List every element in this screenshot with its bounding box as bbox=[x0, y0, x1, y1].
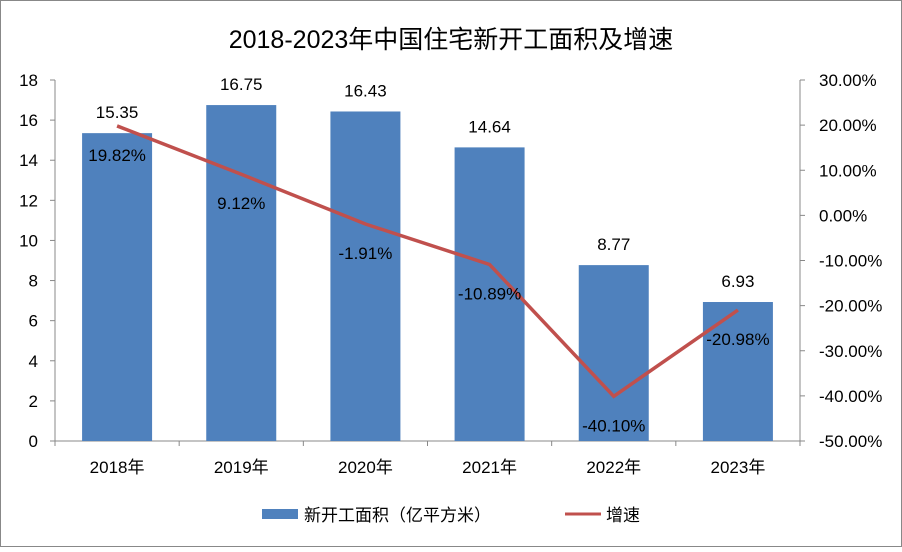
right-axis-tick-label: 0.00% bbox=[819, 206, 867, 225]
bar-value-label: 15.35 bbox=[96, 103, 139, 122]
left-axis-tick-label: 14 bbox=[19, 151, 38, 170]
right-axis-tick-label: -40.00% bbox=[819, 387, 882, 406]
right-axis-tick-label: 10.00% bbox=[819, 161, 877, 180]
left-axis-tick-label: 4 bbox=[29, 352, 38, 371]
right-axis-tick-label: 30.00% bbox=[819, 71, 877, 90]
right-axis-tick-label: 20.00% bbox=[819, 116, 877, 135]
growth-value-label: -10.89% bbox=[458, 285, 521, 304]
x-axis-tick-label: 2022年 bbox=[586, 458, 641, 477]
left-axis-tick-label: 2 bbox=[29, 392, 38, 411]
bar-value-label: 14.64 bbox=[468, 117, 511, 136]
bar bbox=[579, 265, 649, 441]
bar-value-label: 16.43 bbox=[344, 81, 387, 100]
legend-bar-swatch bbox=[262, 509, 298, 519]
x-axis-tick-label: 2018年 bbox=[90, 458, 145, 477]
bar-value-label: 6.93 bbox=[721, 272, 754, 291]
left-axis-tick-label: 12 bbox=[19, 191, 38, 210]
x-axis-tick-label: 2020年 bbox=[338, 458, 393, 477]
legend-bar-label: 新开工面积（亿平方米） bbox=[304, 506, 491, 525]
chart-title: 2018-2023年中国住宅新开工面积及增速 bbox=[229, 26, 674, 54]
growth-value-label: -20.98% bbox=[706, 330, 769, 349]
growth-value-label: -40.10% bbox=[582, 416, 645, 435]
right-axis-tick-label: -30.00% bbox=[819, 342, 882, 361]
bar bbox=[330, 111, 400, 441]
x-axis-tick-label: 2021年 bbox=[462, 458, 517, 477]
right-axis-tick-label: -20.00% bbox=[819, 297, 882, 316]
growth-value-label: -1.91% bbox=[338, 244, 392, 263]
left-axis-tick-label: 10 bbox=[19, 231, 38, 250]
bar bbox=[82, 133, 152, 441]
right-axis-tick-label: -10.00% bbox=[819, 252, 882, 271]
bar-value-label: 16.75 bbox=[220, 75, 263, 94]
growth-value-label: 9.12% bbox=[217, 194, 265, 213]
x-axis-tick-label: 2019年 bbox=[214, 458, 269, 477]
bar-value-label: 8.77 bbox=[597, 235, 630, 254]
bar bbox=[206, 105, 276, 441]
left-axis-tick-label: 16 bbox=[19, 111, 38, 130]
growth-value-label: 19.82% bbox=[88, 146, 146, 165]
left-axis-tick-label: 18 bbox=[19, 71, 38, 90]
x-axis-tick-label: 2023年 bbox=[711, 458, 766, 477]
bar bbox=[703, 302, 773, 441]
left-axis-tick-label: 6 bbox=[29, 312, 38, 331]
right-axis-tick-label: -50.00% bbox=[819, 432, 882, 451]
left-axis-tick-label: 0 bbox=[29, 432, 38, 451]
left-axis-tick-label: 8 bbox=[29, 272, 38, 291]
legend-line-label: 增速 bbox=[606, 506, 640, 525]
